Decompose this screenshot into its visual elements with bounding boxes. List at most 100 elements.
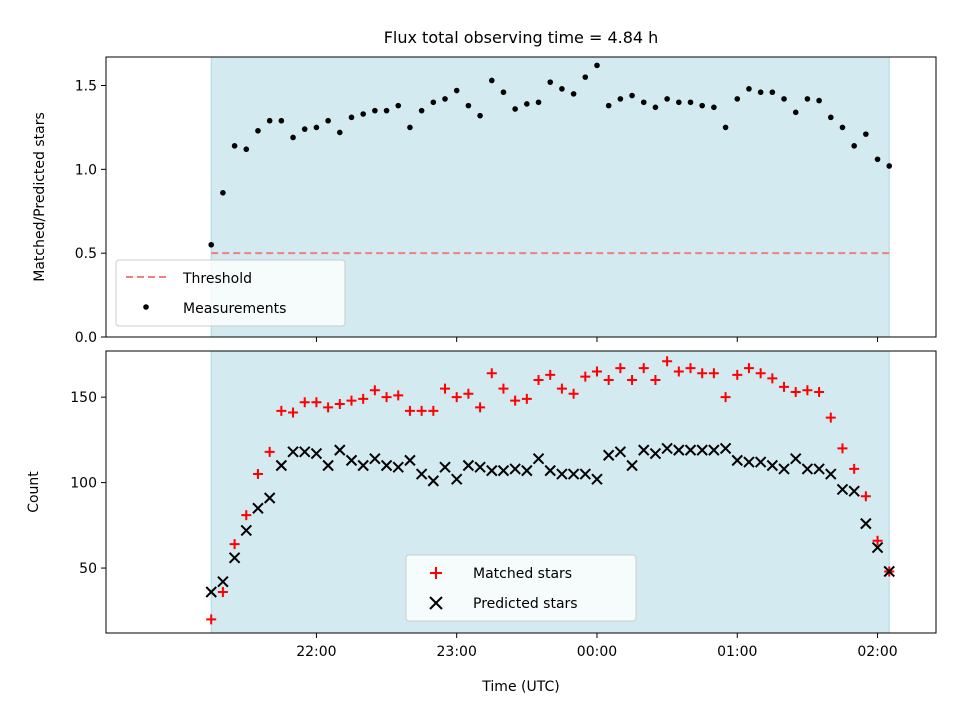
predicted-star-point bbox=[801, 463, 814, 475]
predicted-star-point bbox=[883, 565, 895, 578]
predicted-star-point bbox=[509, 463, 521, 475]
predicted-star-point bbox=[450, 473, 463, 485]
measurement-point bbox=[746, 86, 752, 92]
legend-predicted-swatch bbox=[429, 596, 443, 610]
measurement-point bbox=[477, 112, 483, 119]
matched-star-point bbox=[837, 443, 848, 454]
predicted-star-point bbox=[380, 459, 393, 472]
matched-star-point bbox=[755, 368, 766, 379]
matched-star-point bbox=[779, 381, 790, 392]
top-legend: Threshold Measurements bbox=[115, 259, 346, 327]
matched-star-point bbox=[381, 392, 392, 403]
matched-star-point bbox=[697, 368, 708, 379]
measurement-point bbox=[664, 96, 670, 102]
legend-measurements-swatch bbox=[143, 304, 149, 310]
matched-star-point bbox=[802, 385, 813, 396]
matched-star-point bbox=[451, 392, 462, 403]
matched-star-point bbox=[229, 539, 240, 550]
top-y-tick-label: 0.5 bbox=[75, 246, 97, 262]
predicted-star-point bbox=[240, 524, 252, 537]
measurement-point bbox=[500, 89, 507, 96]
predicted-star-point bbox=[310, 447, 323, 460]
predicted-star-point bbox=[708, 444, 720, 456]
predicted-star-point bbox=[345, 454, 358, 467]
measurement-point bbox=[594, 62, 600, 69]
predicted-star-point bbox=[544, 464, 556, 477]
predicted-star-point bbox=[790, 452, 802, 465]
measurement-point bbox=[863, 131, 869, 137]
x-tick-label: 00:00 bbox=[577, 644, 617, 660]
matched-star-point bbox=[252, 469, 263, 480]
matched-star-point bbox=[650, 375, 661, 386]
top-y-tick-label: 0.0 bbox=[75, 330, 97, 346]
matched-star-point bbox=[638, 363, 649, 374]
predicted-star-point bbox=[556, 468, 568, 480]
predicted-star-point bbox=[860, 517, 872, 530]
matched-star-point bbox=[767, 373, 778, 384]
matched-star-point bbox=[568, 388, 579, 399]
measurement-point bbox=[792, 109, 799, 116]
predicted-star-point bbox=[825, 468, 837, 480]
matched-star-point bbox=[311, 397, 322, 408]
legend-matched-label: Matched stars bbox=[473, 566, 572, 582]
legend-threshold-label: Threshold bbox=[182, 271, 252, 287]
bottom-axes-frame bbox=[105, 350, 937, 634]
predicted-star-point bbox=[322, 459, 334, 472]
matched-star-point bbox=[475, 402, 486, 413]
chart-title: Flux total observing time = 4.84 h bbox=[384, 28, 659, 47]
bottom-legend-box bbox=[405, 554, 637, 622]
top-y-axis-label: Matched/Predicted stars bbox=[32, 112, 48, 282]
predicted-star-point bbox=[673, 444, 685, 456]
matched-star-point bbox=[708, 368, 719, 379]
matched-star-point bbox=[814, 387, 825, 398]
predicted-star-point bbox=[532, 452, 545, 465]
measurement-point bbox=[617, 96, 624, 102]
matched-star-point bbox=[790, 387, 801, 398]
predicted-star-point bbox=[579, 468, 592, 480]
measurement-point bbox=[266, 117, 273, 124]
predicted-star-point bbox=[263, 492, 276, 504]
top-y-ticks: 0.0 0.5 1.0 1.5 bbox=[75, 79, 106, 346]
x-tick-label: 01:00 bbox=[717, 644, 757, 660]
matched-star-point bbox=[288, 407, 299, 418]
matched-star-point bbox=[732, 369, 743, 380]
matched-star-point bbox=[627, 375, 638, 386]
measurement-point bbox=[839, 124, 846, 131]
measurement-point bbox=[781, 96, 787, 102]
matched-star-point bbox=[673, 366, 684, 377]
top-legend-box bbox=[115, 259, 346, 327]
predicted-star-point bbox=[205, 586, 217, 598]
matched-star-point bbox=[323, 402, 334, 413]
predicted-star-point bbox=[813, 463, 825, 475]
legend-matched-swatch bbox=[430, 567, 442, 579]
predicted-star-point bbox=[871, 541, 884, 554]
matched-star-point bbox=[393, 390, 404, 401]
predicted-star-point bbox=[228, 552, 241, 564]
predicted-star-point bbox=[392, 461, 404, 473]
matched-star-point bbox=[872, 535, 883, 546]
measurement-point bbox=[851, 143, 857, 149]
x-axis-label: Time (UTC) bbox=[481, 679, 559, 695]
predicted-star-point bbox=[766, 459, 779, 472]
measurement-point bbox=[629, 92, 635, 99]
measurement-point bbox=[243, 146, 250, 153]
measurement-point bbox=[383, 107, 390, 114]
top-panel: 0.0 0.5 1.0 1.5 Matched/Predicted stars Thr… bbox=[32, 56, 937, 346]
bottom-legend: Matched stars Predicted stars bbox=[405, 554, 637, 622]
measurement-point bbox=[652, 104, 659, 111]
matched-star-point bbox=[849, 463, 860, 474]
predicted-star-point bbox=[848, 485, 860, 497]
predicted-star-point bbox=[357, 459, 369, 472]
predicted-star-point bbox=[415, 468, 428, 480]
measurement-point bbox=[372, 107, 378, 114]
predicted-star-point bbox=[369, 452, 381, 465]
bottom-y-ticks: 50 100 150 bbox=[70, 390, 106, 577]
matched-star-point bbox=[556, 383, 567, 394]
measurement-point bbox=[524, 101, 530, 107]
measurement-point bbox=[734, 96, 741, 102]
matched-star-point bbox=[358, 393, 369, 404]
matched-star-point bbox=[486, 368, 497, 379]
measurement-point bbox=[220, 190, 226, 196]
predicted-star-point bbox=[649, 447, 662, 460]
measurement-point bbox=[208, 241, 215, 248]
